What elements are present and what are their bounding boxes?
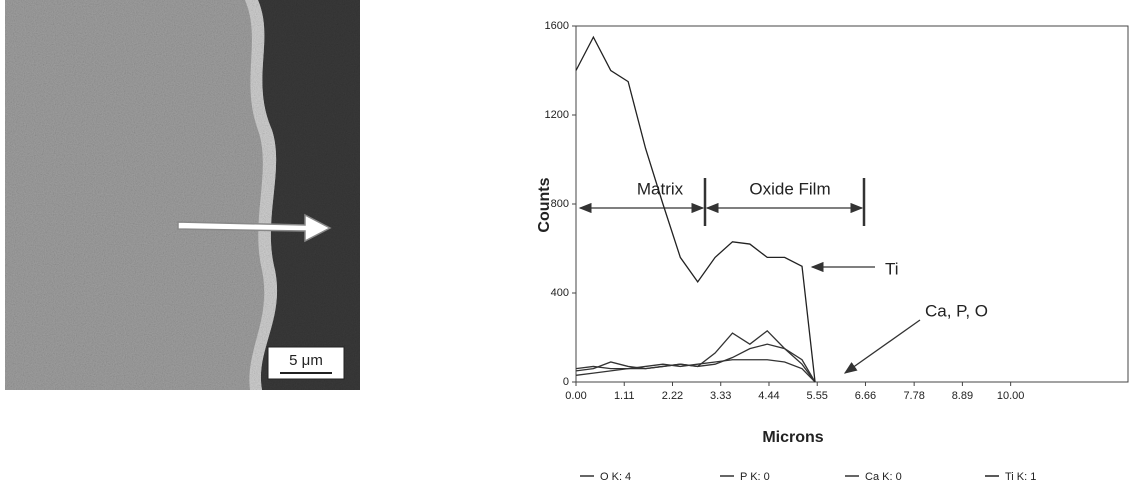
annotation: Matrix xyxy=(637,179,684,198)
data-line xyxy=(575,343,816,383)
legend-label: P K: 0 xyxy=(740,471,770,483)
x-tick-label: 6.66 xyxy=(855,390,876,402)
x-tick-label: 5.55 xyxy=(807,390,828,402)
x-tick-label: 10.00 xyxy=(997,390,1025,402)
sem-image xyxy=(5,0,360,390)
x-tick-label: 8.89 xyxy=(952,390,973,402)
plot-frame xyxy=(575,25,1129,383)
y-tick-label: 800 xyxy=(551,198,569,210)
x-tick-label: 1.11 xyxy=(614,390,635,402)
y-tick-label: 400 xyxy=(551,287,569,299)
x-tick-label: 4.44 xyxy=(758,390,779,402)
y-tick-label: 1200 xyxy=(545,109,569,121)
legend-label: Ca K: 0 xyxy=(865,471,902,483)
scan-arrow xyxy=(177,213,332,243)
x-tick-label: 2.22 xyxy=(662,390,683,402)
y-tick-label: 1600 xyxy=(545,20,569,32)
annotation: Ti xyxy=(885,259,899,278)
x-axis-label: Microns xyxy=(762,429,823,446)
data-line xyxy=(575,329,816,383)
x-tick-label: 3.33 xyxy=(710,390,731,402)
annotation: Ca, P, O xyxy=(925,301,988,320)
x-tick-label: 0.00 xyxy=(565,390,586,402)
data-line xyxy=(575,35,816,383)
y-tick-label: 0 xyxy=(563,376,569,388)
annotation: Oxide Film xyxy=(749,179,830,198)
legend-label: O K: 4 xyxy=(600,471,631,483)
x-tick-label: 7.78 xyxy=(903,390,924,402)
annotation-arrows xyxy=(578,178,921,374)
data-line xyxy=(575,359,816,383)
scale-bar-label: 5 μm xyxy=(289,352,323,369)
y-axis-label: Counts xyxy=(536,177,553,232)
legend-label: Ti K: 1 xyxy=(1005,471,1036,483)
